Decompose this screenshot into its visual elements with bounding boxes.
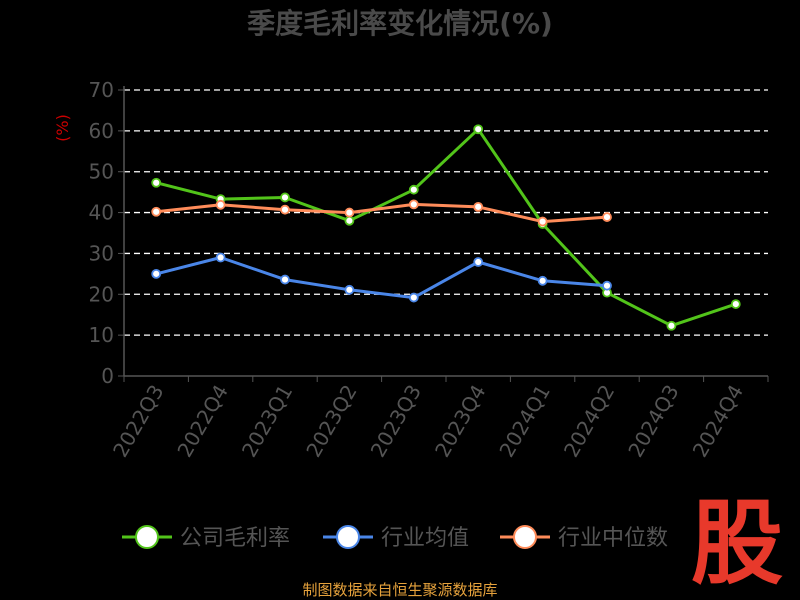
- logo-mark: 股: [691, 490, 783, 597]
- y-tick-label: 10: [89, 323, 114, 347]
- series-lines: [151, 124, 741, 331]
- data-point: [280, 204, 290, 215]
- x-tick-label: 2024Q4: [688, 381, 748, 462]
- x-tick-label: 2022Q4: [172, 381, 232, 462]
- grid-lines: [124, 89, 768, 336]
- data-point: [344, 284, 355, 295]
- y-axis-unit: (%): [53, 114, 72, 142]
- data-point: [602, 212, 612, 222]
- data-point: [280, 192, 290, 203]
- y-tick-label: 50: [89, 160, 114, 184]
- data-point: [537, 216, 548, 227]
- data-point: [280, 274, 290, 285]
- legend-marker: [336, 525, 360, 549]
- legend-label: 行业均值: [381, 526, 469, 551]
- chart-title: 季度毛利率变化情况(%): [247, 7, 553, 40]
- data-point: [473, 257, 484, 267]
- series-line: [155, 127, 737, 328]
- data-point: [730, 299, 741, 309]
- legend-marker: [513, 525, 537, 549]
- x-tick-label: 2022Q3: [108, 381, 168, 462]
- y-tick-label: 0: [101, 364, 114, 388]
- data-point: [151, 177, 162, 188]
- y-tick-label: 70: [89, 78, 114, 102]
- data-point: [151, 268, 162, 279]
- x-tick-label: 2023Q4: [430, 381, 490, 462]
- data-point: [215, 252, 226, 263]
- legend-label: 行业中位数: [558, 526, 668, 551]
- y-tick-label: 30: [89, 241, 114, 265]
- data-point: [537, 275, 548, 286]
- legend-label: 公司毛利率: [180, 526, 290, 551]
- x-tick-label: 2023Q2: [301, 381, 361, 462]
- data-point: [473, 201, 484, 212]
- legend-marker: [135, 525, 159, 549]
- x-tick-label: 2023Q1: [237, 381, 297, 462]
- data-point: [151, 206, 162, 217]
- x-tick-label: 2023Q3: [366, 381, 426, 462]
- series-line: [156, 202, 608, 224]
- source-note: 制图数据来自恒生聚源数据库: [302, 581, 497, 599]
- data-point: [344, 207, 355, 218]
- data-point: [215, 199, 226, 210]
- data-point: [344, 215, 355, 226]
- data-point: [602, 280, 612, 291]
- y-tick-label: 60: [89, 119, 114, 143]
- series-line: [155, 256, 608, 300]
- data-point: [408, 292, 419, 303]
- y-tick-label: 40: [89, 201, 114, 225]
- data-point: [408, 199, 419, 210]
- legend: 公司毛利率 行业均值 行业中位数: [122, 525, 668, 551]
- x-tick-label: 2024Q3: [623, 381, 683, 462]
- x-tick-label: 2024Q1: [494, 381, 554, 462]
- data-point: [473, 124, 484, 135]
- y-tick-label: 20: [89, 282, 114, 306]
- data-point: [666, 320, 677, 331]
- x-tick-label: 2024Q2: [559, 381, 619, 462]
- data-point: [408, 184, 419, 195]
